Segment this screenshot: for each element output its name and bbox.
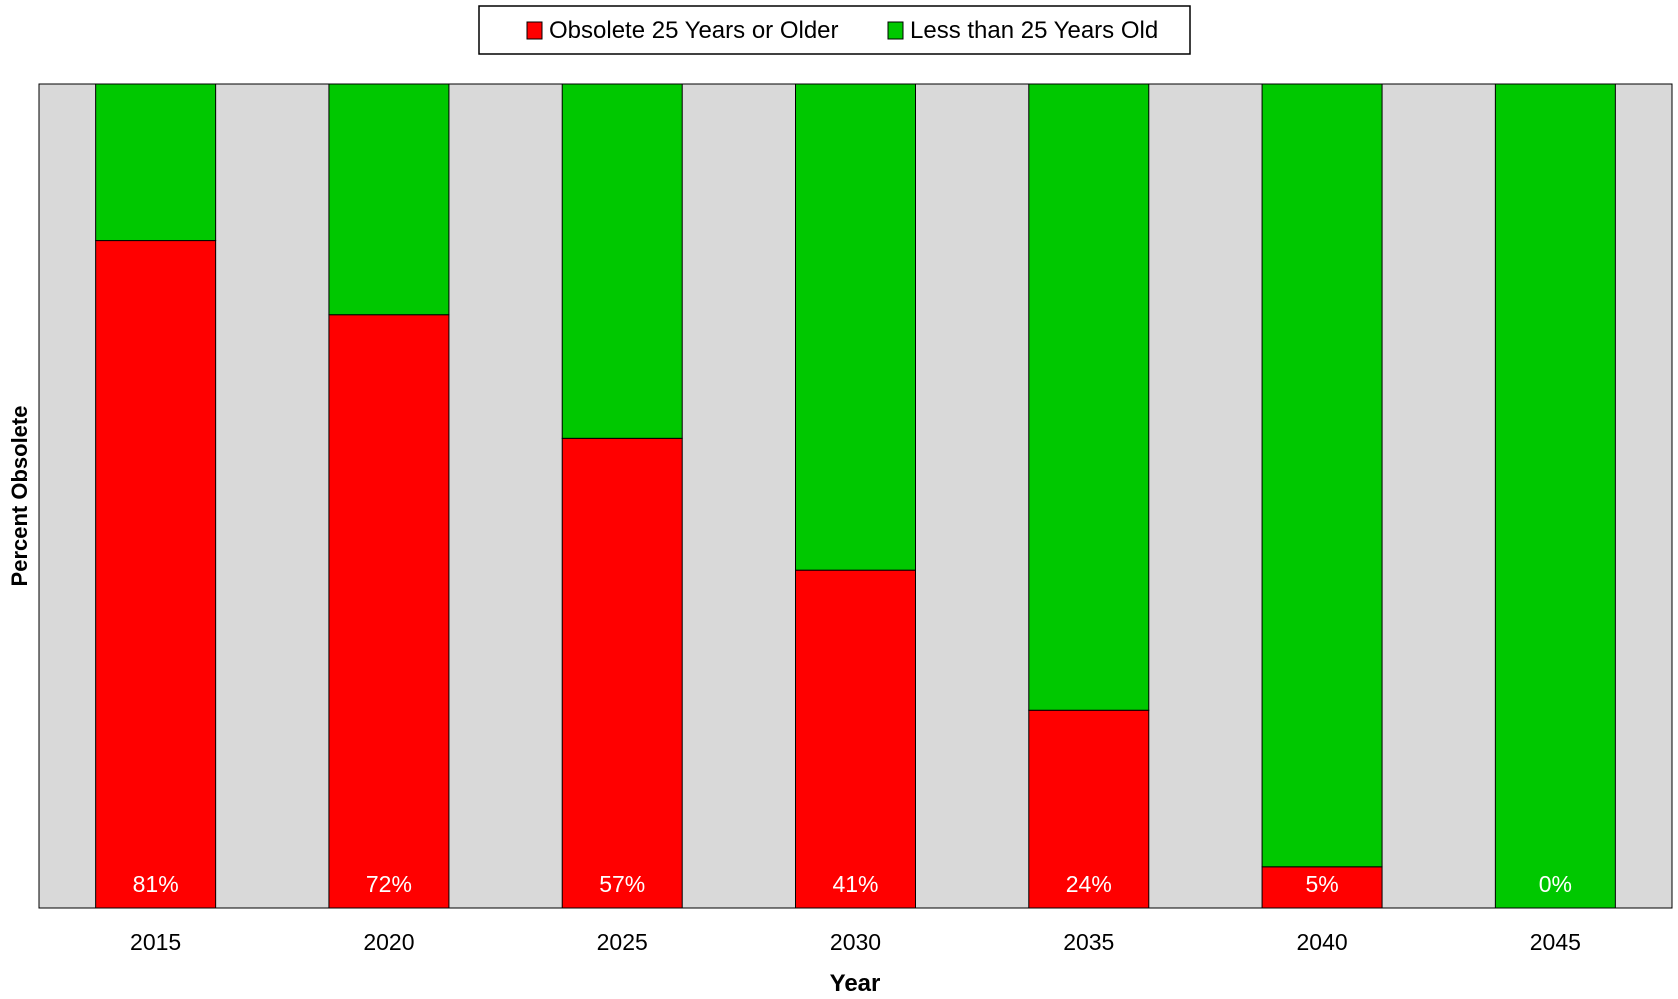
x-tick-labels-layer: 2015 2020 2025 2030 2035 2040 2045 [130, 929, 1581, 955]
bar-newer-2045 [1494, 83, 1616, 909]
x-tick-label-2015: 2015 [130, 929, 181, 955]
x-tick-label-2040: 2040 [1296, 929, 1347, 955]
legend: Obsolete 25 Years or Older Less than 25 … [478, 5, 1191, 55]
x-tick-label-2025: 2025 [597, 929, 648, 955]
data-label-2045: 0% [1539, 871, 1572, 897]
bar-obsolete-2040 [1261, 866, 1383, 909]
bar-newer-2030 [795, 83, 916, 571]
bar-newer-2020 [328, 83, 450, 316]
x-tick-label-2035: 2035 [1063, 929, 1114, 955]
data-label-2035: 24% [1066, 871, 1112, 897]
bar-obsolete-2020 [328, 314, 450, 909]
data-label-2025: 57% [599, 871, 645, 897]
bar-newer-2025 [561, 83, 683, 439]
bar-newer-2015 [95, 83, 217, 242]
legend-swatch-newer [887, 21, 904, 40]
bar-obsolete-2035 [1028, 709, 1150, 909]
legend-label-obsolete: Obsolete 25 Years or Older [549, 17, 839, 44]
bar-obsolete-2030 [795, 569, 916, 909]
bar-newer-2040 [1261, 83, 1383, 868]
bar-newer-2035 [1028, 83, 1150, 711]
data-labels-layer: 81% 72% 57% 41% 24% 5% 0% [133, 871, 1572, 897]
legend-box [478, 5, 1191, 55]
data-label-2020: 72% [366, 871, 412, 897]
bar-obsolete-2025 [561, 437, 683, 909]
data-label-2030: 41% [832, 871, 878, 897]
bars-layer [95, 83, 1616, 909]
data-label-2040: 5% [1305, 871, 1338, 897]
x-tick-label-2030: 2030 [830, 929, 881, 955]
x-axis-title: Year [830, 970, 881, 994]
x-tick-label-2045: 2045 [1530, 929, 1581, 955]
data-label-2015: 81% [133, 871, 179, 897]
y-axis-title: Percent Obsolete [7, 406, 32, 587]
legend-swatch-obsolete [526, 21, 543, 40]
bar-obsolete-2015 [95, 240, 217, 909]
x-tick-label-2020: 2020 [363, 929, 414, 955]
legend-label-newer: Less than 25 Years Old [910, 17, 1158, 44]
